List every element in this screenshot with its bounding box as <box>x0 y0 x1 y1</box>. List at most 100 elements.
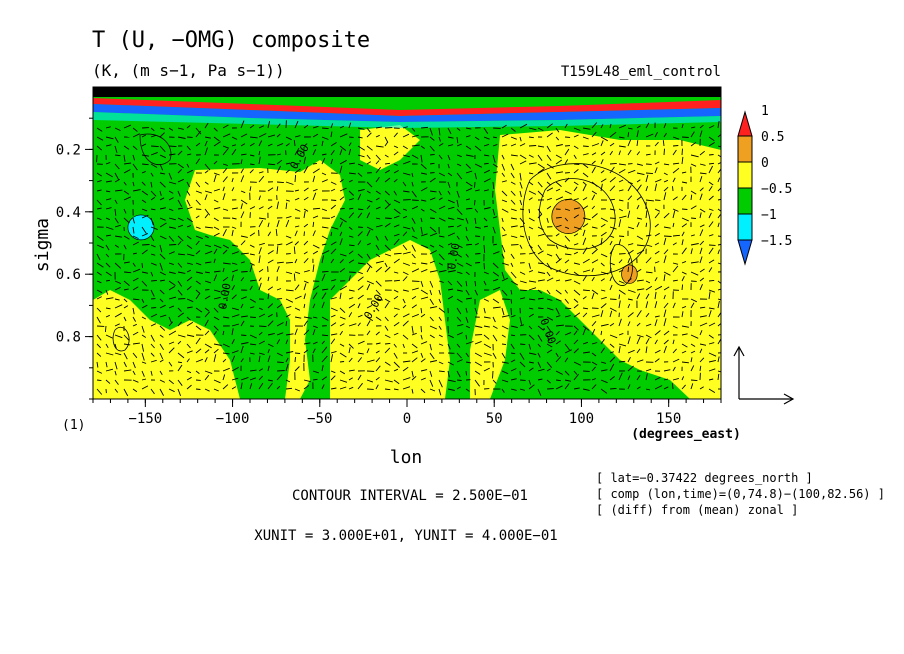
wind-vector <box>456 217 464 221</box>
wind-vector <box>195 307 203 313</box>
wind-vector <box>293 140 296 147</box>
anomaly-region-yellow <box>93 290 240 399</box>
wind-vector <box>222 289 230 293</box>
wind-vector <box>240 143 246 147</box>
wind-vector <box>600 289 606 292</box>
wind-vector <box>222 208 229 211</box>
wind-vector <box>555 224 562 228</box>
wind-vector <box>456 127 461 131</box>
wind-vector <box>123 280 130 286</box>
wind-vector <box>240 303 244 309</box>
wind-vector <box>312 341 318 345</box>
wind-vector <box>96 235 104 241</box>
wind-vector <box>681 325 689 328</box>
wind-vector <box>447 370 450 378</box>
wind-vector <box>240 203 243 210</box>
wind-vector <box>636 359 644 363</box>
wind-vector <box>537 163 545 169</box>
wind-vector <box>492 286 501 291</box>
wind-vector <box>285 357 289 363</box>
wind-vector <box>501 163 506 171</box>
wind-vector <box>591 166 596 174</box>
wind-vector <box>663 339 669 345</box>
wind-vector <box>168 251 175 255</box>
wind-vector <box>519 316 523 325</box>
wind-vector <box>591 276 595 282</box>
wind-vector <box>456 370 461 378</box>
wind-vector <box>708 125 715 129</box>
wind-vector <box>591 314 600 318</box>
wind-vector <box>195 142 201 147</box>
wind-vector <box>456 359 463 363</box>
wind-vector <box>195 235 203 240</box>
wind-vector <box>654 277 658 282</box>
wind-vector <box>159 352 164 360</box>
wind-vector <box>645 285 653 291</box>
wind-vector <box>519 225 525 228</box>
y-tick-label: 0.2 <box>56 142 81 158</box>
wind-vector <box>582 205 589 210</box>
wind-vector <box>357 276 364 282</box>
wind-vector <box>609 262 615 266</box>
wind-vector <box>357 253 363 259</box>
wind-vector <box>150 370 153 376</box>
wind-vector <box>447 225 454 228</box>
wind-vector <box>276 153 282 156</box>
wind-vector <box>150 172 154 177</box>
wind-vector <box>285 305 292 309</box>
wind-vector <box>501 334 506 338</box>
wind-vector <box>330 199 337 201</box>
wind-vector <box>627 312 634 318</box>
wind-vector <box>375 235 379 241</box>
wind-vector <box>474 181 476 188</box>
wind-vector <box>492 271 500 277</box>
wind-vector <box>546 163 554 169</box>
wind-vector <box>456 323 464 327</box>
wind-vector <box>609 356 616 363</box>
wind-vector <box>519 324 525 327</box>
wind-vector <box>420 145 425 149</box>
wind-vector <box>303 143 308 147</box>
wind-vector <box>384 199 390 206</box>
wind-vector <box>438 244 444 248</box>
wind-vector <box>447 199 455 204</box>
wind-vector <box>132 268 141 273</box>
wind-vector <box>609 323 615 327</box>
wind-vector <box>159 289 165 295</box>
wind-vector <box>357 240 362 246</box>
wind-vector <box>186 334 195 337</box>
wind-vector <box>528 262 531 269</box>
wind-vector <box>591 213 598 219</box>
wind-vector <box>456 352 462 359</box>
wind-vector <box>240 320 245 327</box>
wind-vector <box>96 334 102 341</box>
wind-vector <box>519 361 526 368</box>
wind-vector <box>159 132 165 138</box>
wind-vector <box>258 340 266 345</box>
wind-vector <box>672 325 678 329</box>
wind-vector <box>312 348 316 354</box>
wind-vector <box>582 341 589 345</box>
wind-vector <box>672 262 679 265</box>
wind-vector <box>483 352 492 356</box>
wind-vector <box>717 208 721 212</box>
wind-vector <box>267 343 274 348</box>
wind-vector <box>645 174 649 183</box>
wind-vector <box>114 199 118 204</box>
x-tick-label: 100 <box>569 411 594 427</box>
wind-vector <box>537 127 544 132</box>
wind-vector <box>330 215 336 219</box>
wind-vector <box>204 319 209 327</box>
wind-vector <box>663 274 666 282</box>
wind-vector <box>276 133 281 138</box>
wind-vector <box>411 332 417 336</box>
wind-vector <box>411 226 415 233</box>
wind-vector <box>456 190 460 198</box>
wind-vector <box>483 162 489 165</box>
wind-vector <box>330 333 338 336</box>
wind-vector <box>672 339 675 345</box>
wind-vector <box>447 144 454 147</box>
wind-vector <box>275 228 278 237</box>
wind-vector <box>294 168 301 174</box>
wind-vector <box>528 127 537 131</box>
